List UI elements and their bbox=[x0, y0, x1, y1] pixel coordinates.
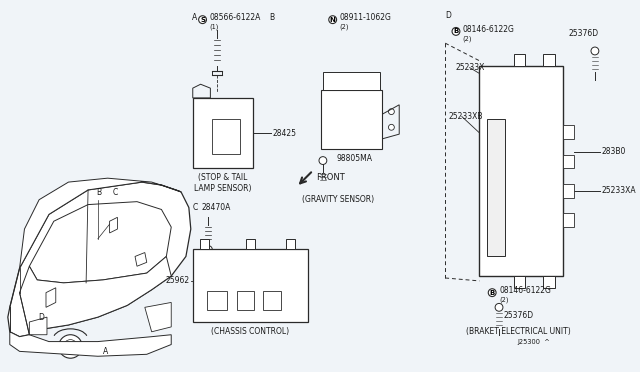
FancyBboxPatch shape bbox=[193, 248, 308, 322]
Polygon shape bbox=[20, 256, 172, 335]
FancyBboxPatch shape bbox=[563, 155, 574, 169]
Text: A: A bbox=[103, 347, 108, 356]
FancyBboxPatch shape bbox=[263, 291, 281, 310]
Text: B: B bbox=[490, 290, 495, 296]
FancyBboxPatch shape bbox=[321, 90, 381, 149]
Text: C: C bbox=[113, 188, 118, 197]
FancyBboxPatch shape bbox=[563, 125, 574, 139]
Text: 28470A: 28470A bbox=[202, 203, 231, 212]
Text: S: S bbox=[200, 17, 205, 23]
FancyBboxPatch shape bbox=[543, 276, 555, 288]
Circle shape bbox=[319, 157, 327, 164]
Circle shape bbox=[388, 109, 394, 115]
Text: 28425: 28425 bbox=[273, 129, 297, 138]
Text: 25376D: 25376D bbox=[504, 311, 534, 320]
Text: 25233XA: 25233XA bbox=[602, 186, 636, 195]
Circle shape bbox=[326, 136, 332, 142]
FancyBboxPatch shape bbox=[207, 291, 227, 310]
Polygon shape bbox=[29, 317, 47, 335]
Circle shape bbox=[518, 246, 529, 257]
FancyBboxPatch shape bbox=[543, 54, 555, 65]
Circle shape bbox=[452, 28, 460, 35]
Text: 08146-6122G: 08146-6122G bbox=[463, 25, 515, 34]
Text: (GRAVITY SENSOR): (GRAVITY SENSOR) bbox=[301, 195, 374, 204]
FancyBboxPatch shape bbox=[487, 119, 505, 256]
Text: A: A bbox=[192, 13, 197, 22]
Text: 25233X: 25233X bbox=[456, 63, 485, 72]
Text: 283B0: 283B0 bbox=[602, 147, 626, 156]
Text: 08911-1062G: 08911-1062G bbox=[340, 13, 392, 22]
Text: B: B bbox=[453, 28, 459, 34]
FancyBboxPatch shape bbox=[193, 98, 253, 169]
Circle shape bbox=[591, 47, 599, 55]
FancyBboxPatch shape bbox=[285, 239, 296, 248]
Text: (BRAKET ELECTRICAL UNIT): (BRAKET ELECTRICAL UNIT) bbox=[466, 327, 571, 336]
Text: FRONT: FRONT bbox=[316, 173, 345, 182]
FancyBboxPatch shape bbox=[514, 54, 525, 65]
Text: 98805MA: 98805MA bbox=[336, 154, 372, 163]
Text: 08146-6122G: 08146-6122G bbox=[499, 286, 551, 295]
Text: 25376D: 25376D bbox=[569, 29, 599, 38]
Text: B: B bbox=[96, 188, 101, 197]
Polygon shape bbox=[10, 332, 172, 356]
Text: (STOP & TAIL
LAMP SENSOR): (STOP & TAIL LAMP SENSOR) bbox=[195, 173, 252, 193]
Polygon shape bbox=[29, 202, 172, 283]
FancyBboxPatch shape bbox=[246, 239, 255, 248]
FancyBboxPatch shape bbox=[200, 239, 209, 248]
Circle shape bbox=[198, 16, 207, 23]
Circle shape bbox=[329, 16, 337, 23]
Text: C: C bbox=[193, 203, 198, 212]
Circle shape bbox=[388, 124, 394, 130]
FancyBboxPatch shape bbox=[563, 184, 574, 198]
FancyBboxPatch shape bbox=[479, 65, 563, 276]
Text: (1): (1) bbox=[209, 23, 219, 30]
Text: N: N bbox=[330, 17, 335, 23]
Circle shape bbox=[63, 340, 77, 353]
Circle shape bbox=[205, 246, 212, 253]
Text: (2): (2) bbox=[340, 23, 349, 30]
Text: D: D bbox=[445, 11, 451, 20]
Polygon shape bbox=[145, 302, 172, 332]
Text: (2): (2) bbox=[463, 35, 472, 42]
Text: 08566-6122A: 08566-6122A bbox=[209, 13, 260, 22]
FancyBboxPatch shape bbox=[212, 119, 240, 154]
FancyBboxPatch shape bbox=[323, 73, 380, 90]
Circle shape bbox=[518, 77, 529, 89]
Text: (2): (2) bbox=[499, 296, 509, 303]
Text: 25962: 25962 bbox=[166, 276, 190, 285]
Text: B: B bbox=[269, 13, 274, 22]
Text: 25233XB: 25233XB bbox=[448, 112, 483, 121]
Polygon shape bbox=[8, 182, 191, 337]
Text: D: D bbox=[38, 312, 44, 322]
FancyBboxPatch shape bbox=[514, 276, 525, 288]
Text: (CHASSIS CONTROL): (CHASSIS CONTROL) bbox=[211, 327, 289, 336]
Circle shape bbox=[59, 335, 82, 358]
Circle shape bbox=[488, 289, 496, 296]
FancyBboxPatch shape bbox=[563, 214, 574, 227]
FancyBboxPatch shape bbox=[237, 291, 255, 310]
Text: J25300  ^: J25300 ^ bbox=[517, 339, 550, 344]
Circle shape bbox=[495, 304, 503, 311]
Polygon shape bbox=[20, 178, 181, 268]
